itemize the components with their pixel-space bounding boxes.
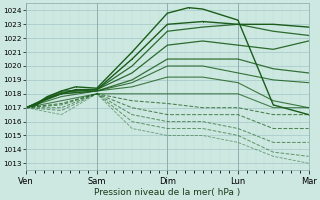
X-axis label: Pression niveau de la mer( hPa ): Pression niveau de la mer( hPa ) — [94, 188, 241, 197]
